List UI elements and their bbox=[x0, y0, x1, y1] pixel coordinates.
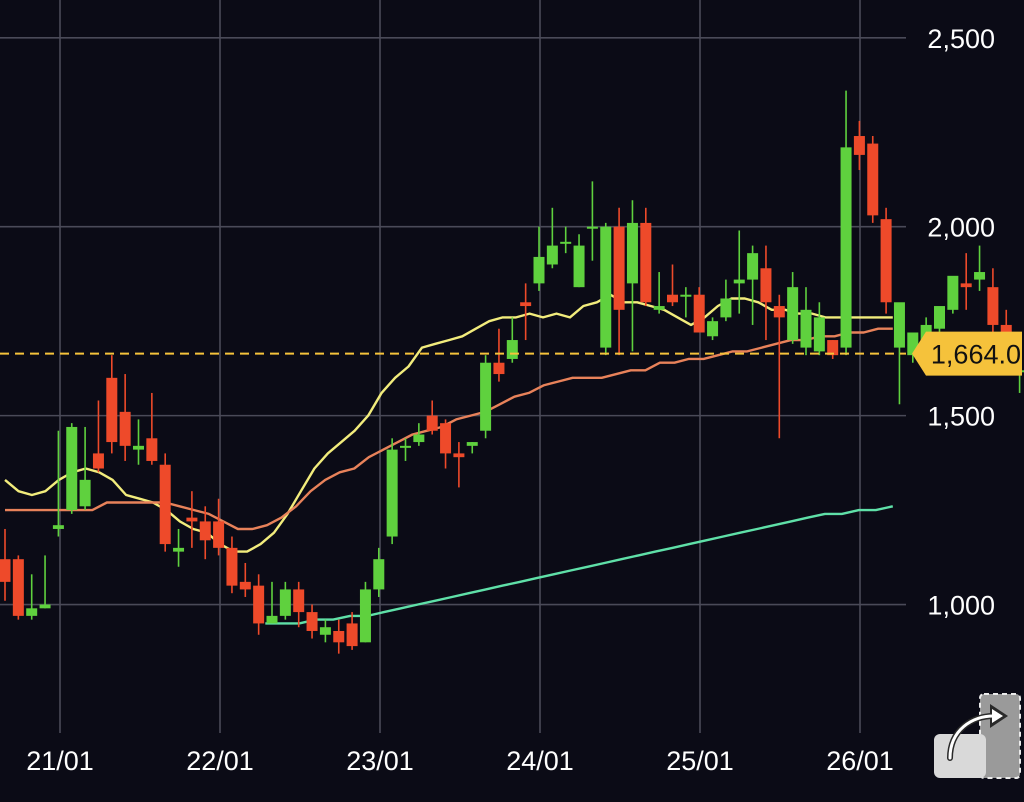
candle-up bbox=[413, 434, 425, 443]
candle-down bbox=[226, 547, 238, 586]
candle-up bbox=[26, 608, 38, 616]
candle-up bbox=[733, 279, 745, 284]
candle-down bbox=[773, 306, 785, 318]
candle-up bbox=[546, 245, 558, 265]
candle-up bbox=[586, 226, 598, 229]
candle-up bbox=[907, 332, 919, 356]
candle-up bbox=[359, 589, 371, 643]
candle-up bbox=[319, 627, 331, 635]
x-tick-label: 25/01 bbox=[666, 746, 734, 776]
candle-down bbox=[239, 581, 251, 590]
candle-up bbox=[947, 275, 959, 310]
candle-down bbox=[146, 438, 158, 461]
candle-up bbox=[66, 426, 78, 511]
candle-up bbox=[279, 589, 291, 616]
candle-down bbox=[213, 521, 225, 548]
candle-up bbox=[720, 298, 732, 318]
x-axis-labels: 21/01 22/01 23/01 24/01 25/01 26/01 bbox=[26, 746, 894, 776]
share-button[interactable] bbox=[932, 692, 1022, 780]
candle-down bbox=[760, 268, 772, 303]
candle-up bbox=[400, 445, 411, 448]
candle-up bbox=[840, 147, 852, 348]
candle-down bbox=[106, 377, 118, 443]
candle-down bbox=[12, 559, 24, 616]
candle-up bbox=[506, 340, 518, 359]
candle-up bbox=[934, 306, 945, 329]
candle-up bbox=[626, 222, 638, 284]
y-tick-label: 1,500 bbox=[927, 402, 995, 432]
current-price-tag-shape bbox=[912, 331, 1022, 376]
candle-up bbox=[560, 241, 572, 244]
candle-down bbox=[520, 302, 532, 307]
candle-down bbox=[92, 453, 104, 469]
candle-down bbox=[867, 143, 879, 216]
share-arrow-icon bbox=[934, 693, 1021, 779]
candle-up bbox=[373, 559, 385, 590]
candle-down bbox=[453, 453, 465, 458]
candle-up bbox=[386, 449, 398, 537]
candle-up bbox=[813, 317, 825, 352]
candle-up bbox=[974, 272, 986, 280]
y-tick-label: 2,000 bbox=[927, 213, 995, 243]
x-tick-label: 21/01 bbox=[26, 746, 94, 776]
candle-down bbox=[186, 517, 198, 522]
candle-down bbox=[199, 521, 211, 541]
candle-up bbox=[173, 547, 185, 552]
candle-down bbox=[306, 612, 318, 631]
current-price-tag: 1,664.0 bbox=[912, 331, 1022, 376]
candle-down bbox=[333, 630, 345, 643]
candle-up bbox=[800, 309, 812, 348]
candle-down bbox=[960, 283, 972, 288]
candle-up bbox=[680, 294, 692, 297]
candle-down bbox=[440, 423, 452, 454]
candles bbox=[0, 90, 1024, 654]
candle-up bbox=[266, 615, 278, 624]
candle-down bbox=[293, 589, 305, 613]
candle-down bbox=[613, 226, 625, 310]
candle-up bbox=[466, 442, 478, 446]
candle-up bbox=[79, 479, 91, 507]
candle-down bbox=[0, 559, 11, 582]
candle-down bbox=[253, 585, 265, 624]
candle-up bbox=[39, 604, 51, 609]
candle-down bbox=[346, 623, 358, 647]
candle-up bbox=[533, 256, 545, 284]
candle-up bbox=[747, 253, 759, 280]
candle-down bbox=[493, 362, 505, 375]
y-tick-label: 2,500 bbox=[927, 24, 995, 54]
candle-down bbox=[119, 411, 131, 446]
candle-up bbox=[52, 525, 64, 529]
x-tick-label: 23/01 bbox=[346, 746, 414, 776]
candle-up bbox=[893, 302, 905, 348]
candle-down bbox=[667, 294, 678, 303]
candle-down bbox=[987, 287, 999, 325]
candle-down bbox=[159, 464, 171, 545]
candle-down bbox=[880, 219, 892, 303]
candle-up bbox=[653, 306, 665, 310]
y-tick-label: 1,000 bbox=[927, 591, 995, 621]
candle-down bbox=[853, 136, 865, 155]
x-tick-label: 26/01 bbox=[826, 746, 894, 776]
candle-up bbox=[707, 321, 719, 337]
candle-down bbox=[640, 222, 652, 303]
candle-up bbox=[133, 445, 144, 450]
candle-down bbox=[827, 340, 839, 356]
candle-up bbox=[573, 245, 585, 288]
candle-up bbox=[787, 287, 799, 341]
candle-up bbox=[600, 226, 612, 348]
candle-down bbox=[426, 415, 438, 431]
y-axis-labels: 1,000 1,500 2,000 2,500 bbox=[927, 24, 995, 621]
candle-up bbox=[480, 362, 492, 431]
current-price-label: 1,664.0 bbox=[931, 340, 1021, 370]
candle-down bbox=[693, 294, 705, 333]
x-tick-label: 24/01 bbox=[506, 746, 574, 776]
x-tick-label: 22/01 bbox=[186, 746, 254, 776]
